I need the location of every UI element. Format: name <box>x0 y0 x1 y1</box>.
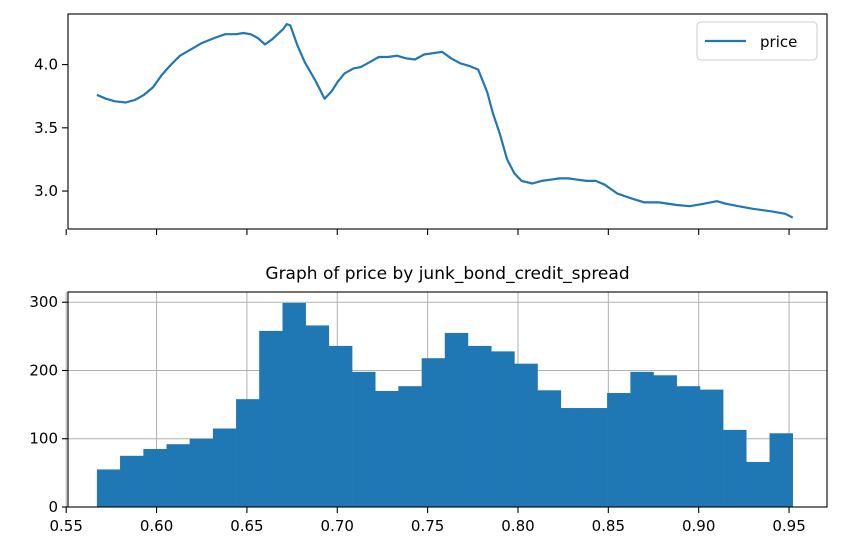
bottom-x-tick-label: 0.55 <box>49 517 82 535</box>
histogram-bars <box>96 302 793 507</box>
legend-box <box>696 21 818 61</box>
histogram-bar <box>212 428 237 507</box>
histogram-bar <box>699 389 724 507</box>
bottom-histogram-panel: Graph of price by junk_bond_credit_sprea… <box>29 264 828 535</box>
price-series-line <box>96 23 794 219</box>
bottom-y-axis-ticks: 0 100 200 300 <box>29 293 68 516</box>
histogram-bar <box>607 393 631 507</box>
bottom-x-tick-label: 0.90 <box>682 517 715 535</box>
histogram-bar <box>630 371 654 507</box>
bottom-x-tick-label: 0.70 <box>321 517 354 535</box>
histogram-bar <box>189 438 214 507</box>
bottom-x-tick-label: 0.85 <box>592 517 625 535</box>
bottom-y-tick-label: 0 <box>48 498 58 516</box>
top-x-axis-ticks <box>65 229 790 235</box>
histogram-bar <box>583 408 608 507</box>
bottom-x-tick-label: 0.80 <box>501 517 534 535</box>
histogram-bar <box>514 363 538 507</box>
histogram-bar <box>328 345 353 507</box>
histogram-bar <box>491 351 515 507</box>
histogram-bar <box>259 330 283 507</box>
top-y-tick-label: 3.5 <box>34 119 58 137</box>
histogram-bar <box>467 345 492 507</box>
histogram-bar <box>398 386 422 507</box>
histogram-bar <box>120 455 144 507</box>
histogram-bar <box>769 433 793 507</box>
bottom-y-tick-label: 100 <box>29 430 58 448</box>
histogram-bar <box>723 429 747 507</box>
bottom-x-axis-ticks: 0.55 0.60 0.65 0.70 0.75 0.80 0.85 0.90 0.95 <box>49 507 806 535</box>
histogram-title: Graph of price by junk_bond_credit_sprea… <box>265 264 629 284</box>
histogram-bar <box>305 325 330 507</box>
histogram-bar <box>375 390 399 507</box>
top-y-tick-label: 4.0 <box>34 56 58 74</box>
top-y-axis-ticks: 3.0 3.5 4.0 <box>34 56 68 200</box>
histogram-bar <box>143 448 167 507</box>
bottom-axes-frame <box>67 291 828 508</box>
top-y-tick-label: 3.0 <box>34 182 58 200</box>
histogram-bar <box>537 390 562 507</box>
legend: price <box>696 21 818 61</box>
histogram-bar <box>96 469 121 507</box>
histogram-bar <box>444 332 469 507</box>
top-line-panel: 3.0 3.5 4.0 price <box>34 13 828 235</box>
histogram-bar <box>352 371 376 507</box>
bottom-x-tick-label: 0.60 <box>140 517 173 535</box>
bottom-x-tick-label: 0.75 <box>411 517 444 535</box>
histogram-bar <box>746 461 770 507</box>
histogram-bar <box>166 444 190 507</box>
top-axes-frame <box>67 13 828 230</box>
bottom-x-tick-label: 0.65 <box>230 517 263 535</box>
histogram-bar <box>282 302 306 507</box>
bottom-y-tick-label: 300 <box>29 293 58 311</box>
histogram-bar <box>676 386 701 507</box>
bottom-y-tick-label: 200 <box>29 361 58 379</box>
legend-price-label: price <box>760 33 797 51</box>
histogram-bar <box>653 375 677 507</box>
bottom-x-tick-label: 0.95 <box>772 517 805 535</box>
histogram-bar <box>560 408 585 507</box>
histogram-bar <box>236 399 260 507</box>
histogram-bar <box>421 358 446 507</box>
